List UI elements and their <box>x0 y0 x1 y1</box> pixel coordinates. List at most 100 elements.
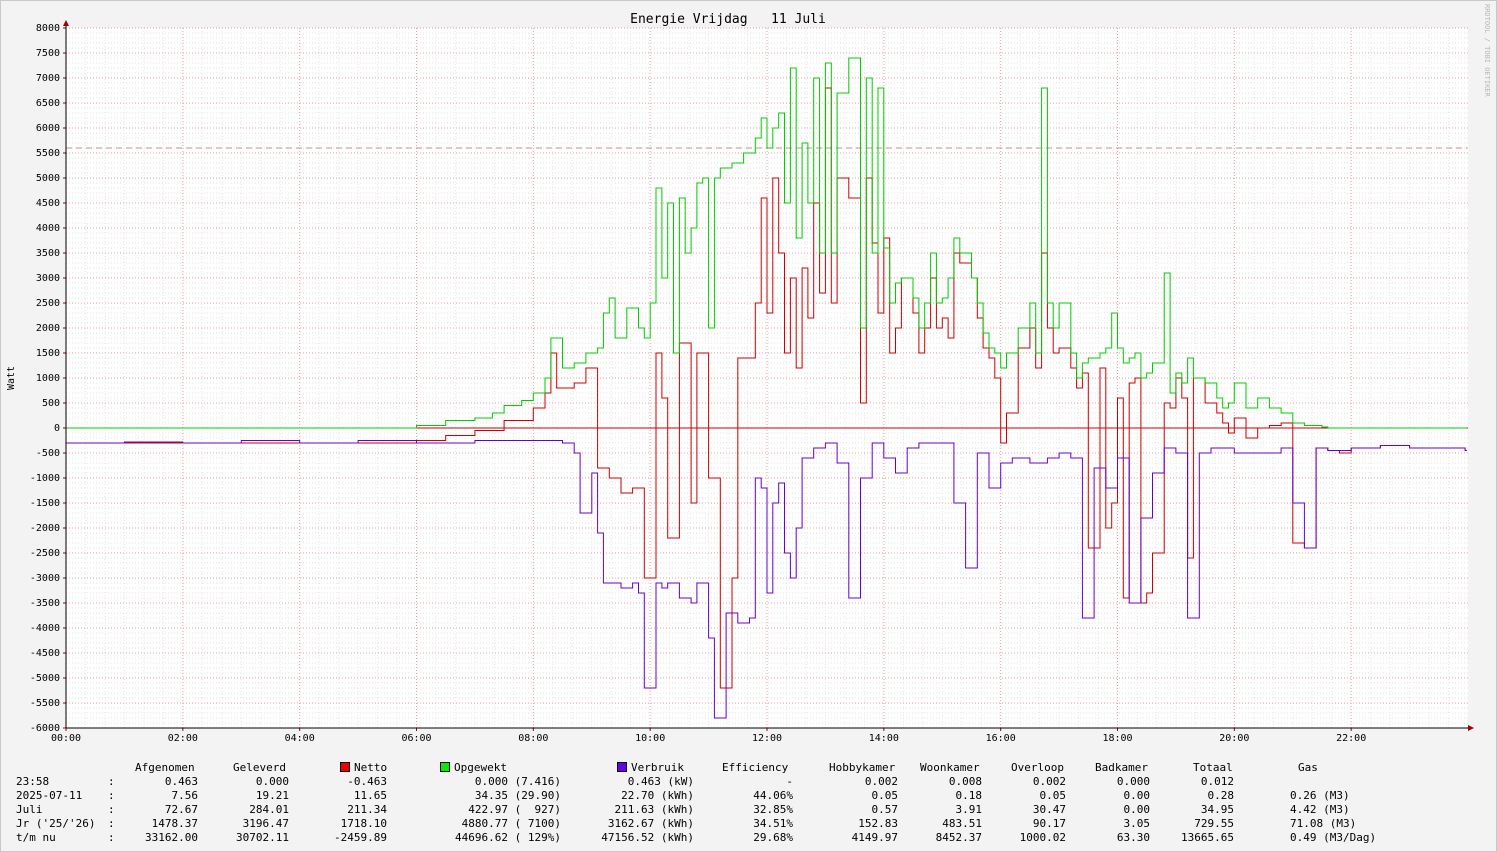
x-tick-label: 10:00 <box>635 733 665 744</box>
legend-cell: 44696.62 ( 129%) <box>455 831 561 845</box>
legend-text: 32.85% <box>753 803 793 816</box>
legend-text: 0.57 <box>871 803 899 816</box>
legend-text: Totaal <box>1193 761 1233 774</box>
legend-text: -2459.89 <box>334 831 387 844</box>
legend-separator: : <box>108 775 115 788</box>
y-tick-label: -4000 <box>30 623 60 634</box>
legend-header: Verbruik <box>617 761 684 775</box>
legend-cell: 1000.02 <box>1020 831 1066 845</box>
legend-header: Woonkamer <box>920 761 980 775</box>
legend-text: Gas <box>1298 761 1318 774</box>
legend-text: Woonkamer <box>920 761 980 774</box>
y-tick-label: 5000 <box>36 173 60 184</box>
legend-text: 1478.37 <box>151 817 198 830</box>
legend-cell: - <box>786 775 793 789</box>
legend-text: Efficiency <box>722 761 789 774</box>
legend-separator: : <box>108 831 115 844</box>
legend-header: Efficiency <box>722 761 788 775</box>
legend-cell: 23:58 <box>16 775 49 789</box>
legend-cell: 284.01 <box>249 803 289 817</box>
y-tick-label: -3500 <box>30 598 60 609</box>
legend-cell: 0.002 <box>865 775 898 789</box>
legend-text: 33162.00 <box>145 831 198 844</box>
x-tick-label: 04:00 <box>285 733 315 744</box>
legend-cell: 22.70 (kWh) <box>621 789 694 803</box>
legend-swatch-icon <box>440 762 450 772</box>
legend-swatch-icon <box>340 762 350 772</box>
y-tick-label: -1000 <box>30 473 60 484</box>
legend-text: 2025-07-11 <box>16 789 83 802</box>
y-tick-label: -6000 <box>30 723 60 734</box>
legend-text: 4149.97 <box>851 831 898 844</box>
y-tick-label: 4500 <box>36 198 60 209</box>
legend-text: 0.000 (7.416) <box>474 775 561 788</box>
legend-cell: 729.55 <box>1194 817 1234 831</box>
series-line-opgewekt <box>66 57 1467 429</box>
y-tick-label: 6000 <box>36 123 60 134</box>
legend-header: Totaal <box>1193 761 1233 775</box>
legend-text: 0.002 <box>864 775 898 788</box>
legend-text: 30.47 <box>1032 803 1066 816</box>
y-tick-label: 0 <box>54 423 60 434</box>
legend-header: Opgewekt <box>440 761 507 775</box>
y-tick-label: -4500 <box>30 648 60 659</box>
y-tick-label: -2000 <box>30 523 60 534</box>
legend-header: Geleverd <box>233 761 286 775</box>
y-axis-label: Watt <box>6 366 17 390</box>
legend-text: 3.91 <box>955 803 983 816</box>
legend-cell: 0.000 (7.416) <box>475 775 561 789</box>
legend-text: 8452.37 <box>935 831 982 844</box>
legend-cell: 44.06% <box>753 789 793 803</box>
legend-cell: 1718.10 <box>341 817 387 831</box>
legend-text: 7.56 <box>171 789 199 802</box>
legend-text: 0.28 <box>1207 789 1235 802</box>
legend-text: 0.05 <box>1039 789 1067 802</box>
legend-cell: 0.57 <box>872 803 899 817</box>
legend-cell: 4880.77 ( 7100) <box>462 817 561 831</box>
legend-table: Afgenomen Geleverd Netto Opgewekt Verbruik Ef… <box>0 760 1497 852</box>
legend-cell: 0.012 <box>1201 775 1234 789</box>
x-tick-label: 12:00 <box>752 733 782 744</box>
legend-cell: 0.28 <box>1208 789 1235 803</box>
y-tick-label: 4000 <box>36 223 60 234</box>
legend-cell: 19.21 <box>256 789 289 803</box>
legend-text: 90.17 <box>1032 817 1066 830</box>
legend-text: Verbruik <box>631 761 684 774</box>
legend-cell: 29.68% <box>753 831 793 845</box>
legend-cell: 33162.00 <box>145 831 198 845</box>
chart-title: Energie Vrijdag 11 Juli <box>630 12 826 27</box>
x-tick-label: 08:00 <box>518 733 548 744</box>
legend-header: Badkamer <box>1095 761 1148 775</box>
legend-cell: 0.18 <box>956 789 983 803</box>
y-tick-label: 500 <box>42 398 60 409</box>
legend-text: 0.000 <box>1116 775 1150 788</box>
x-tick-label: 02:00 <box>168 733 198 744</box>
legend-cell: 3.05 <box>1124 817 1151 831</box>
legend-cell: 0.000 <box>256 775 289 789</box>
x-tick-label: 16:00 <box>986 733 1016 744</box>
legend-header: Hobbykamer <box>829 761 895 775</box>
y-tick-label: 1000 <box>36 373 60 384</box>
legend-header: Overloop <box>1011 761 1064 775</box>
legend-cell: 13665.65 <box>1181 831 1234 845</box>
legend-cell: 72.67 <box>165 803 198 817</box>
legend-text: 63.30 <box>1116 831 1150 844</box>
legend-separator: : <box>108 803 115 816</box>
legend-text: 422.97 ( 927) <box>468 803 561 816</box>
legend-cell: Juli <box>16 803 43 817</box>
y-tick-label: 3000 <box>36 273 60 284</box>
legend-text: 3.05 <box>1123 817 1151 830</box>
legend-text: 72.67 <box>164 803 198 816</box>
legend-text: 211.63 (kWh) <box>614 803 694 816</box>
x-tick-label: 22:00 <box>1336 733 1366 744</box>
x-tick-label: 14:00 <box>869 733 899 744</box>
legend-text: 34.35 (29.90) <box>474 789 561 802</box>
legend-cell: 8452.37 <box>936 831 982 845</box>
legend-cell: 3.91 <box>956 803 983 817</box>
legend-text: 30702.11 <box>236 831 289 844</box>
legend-cell: 211.63 (kWh) <box>615 803 694 817</box>
legend-text: 0.002 <box>1032 775 1066 788</box>
legend-separator: : <box>108 789 115 802</box>
legend-cell: -2459.89 <box>334 831 387 845</box>
legend-text: 152.83 <box>858 817 898 830</box>
